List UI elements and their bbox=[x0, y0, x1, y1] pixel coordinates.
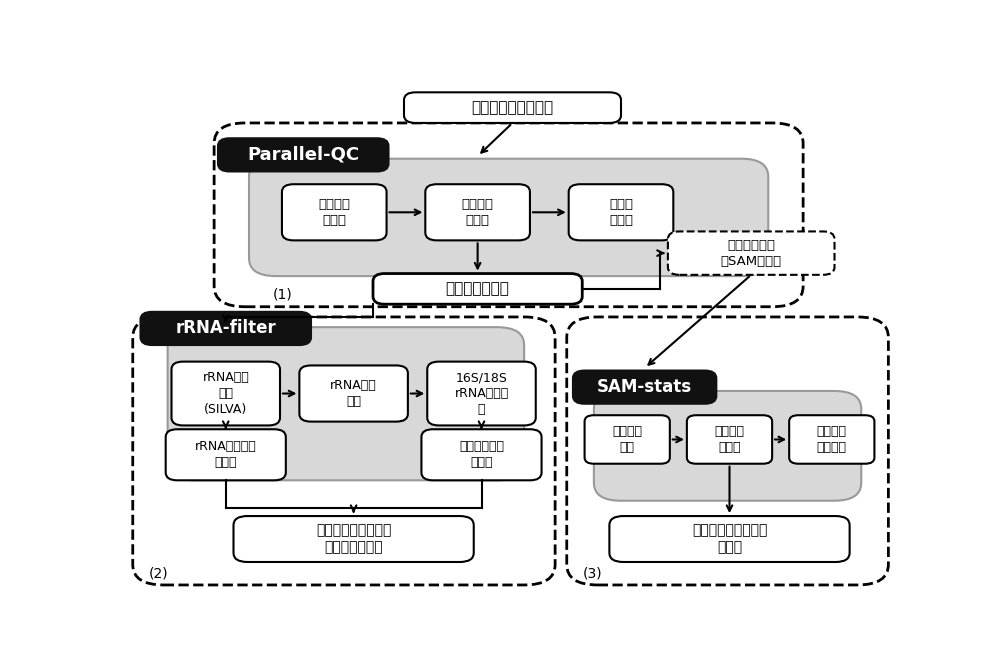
FancyBboxPatch shape bbox=[427, 361, 536, 426]
Text: 高测序质量数据: 高测序质量数据 bbox=[446, 281, 510, 296]
FancyBboxPatch shape bbox=[425, 184, 530, 241]
FancyBboxPatch shape bbox=[168, 327, 524, 480]
Text: 污染物种的定
性鉴定: 污染物种的定 性鉴定 bbox=[459, 440, 504, 469]
Text: rRNA污染序列
的统计: rRNA污染序列 的统计 bbox=[195, 440, 257, 469]
FancyBboxPatch shape bbox=[140, 312, 311, 345]
FancyBboxPatch shape bbox=[234, 516, 474, 562]
FancyBboxPatch shape bbox=[573, 371, 716, 404]
FancyBboxPatch shape bbox=[172, 361, 280, 426]
Text: 低质量序
列过滤: 低质量序 列过滤 bbox=[462, 198, 494, 227]
Text: (2): (2) bbox=[148, 567, 168, 581]
FancyBboxPatch shape bbox=[789, 415, 874, 463]
FancyBboxPatch shape bbox=[133, 317, 555, 585]
Text: 序列覆盖
度信息: 序列覆盖 度信息 bbox=[714, 425, 744, 454]
Text: (1): (1) bbox=[272, 288, 292, 302]
Text: SAM-stats: SAM-stats bbox=[597, 378, 692, 396]
Text: 16S/18S
rRNA序列鉴
定: 16S/18S rRNA序列鉴 定 bbox=[454, 371, 509, 416]
Text: rRNA-filter: rRNA-filter bbox=[175, 320, 276, 337]
FancyBboxPatch shape bbox=[218, 139, 388, 172]
FancyBboxPatch shape bbox=[404, 92, 621, 123]
FancyBboxPatch shape bbox=[373, 274, 582, 304]
FancyBboxPatch shape bbox=[567, 317, 888, 585]
Text: 接头序
列去除: 接头序 列去除 bbox=[609, 198, 633, 227]
FancyBboxPatch shape bbox=[214, 123, 803, 307]
FancyBboxPatch shape bbox=[282, 184, 387, 241]
FancyBboxPatch shape bbox=[299, 365, 408, 422]
Text: (3): (3) bbox=[582, 567, 602, 581]
Text: rRNA序列
预测
(SILVA): rRNA序列 预测 (SILVA) bbox=[202, 371, 249, 416]
FancyBboxPatch shape bbox=[569, 184, 673, 241]
FancyBboxPatch shape bbox=[687, 415, 772, 463]
FancyBboxPatch shape bbox=[609, 516, 850, 562]
FancyBboxPatch shape bbox=[585, 415, 670, 463]
Text: 转录组测序原始数据: 转录组测序原始数据 bbox=[471, 100, 554, 115]
FancyBboxPatch shape bbox=[249, 158, 768, 276]
FancyBboxPatch shape bbox=[594, 391, 861, 501]
Text: Parallel-QC: Parallel-QC bbox=[247, 146, 359, 164]
Text: 序列比对结果
（SAM格式）: 序列比对结果 （SAM格式） bbox=[721, 239, 782, 268]
Text: 序列比对结果的统计
和评价: 序列比对结果的统计 和评价 bbox=[692, 523, 767, 555]
Text: rRNA序列
去除: rRNA序列 去除 bbox=[330, 379, 377, 408]
FancyBboxPatch shape bbox=[166, 429, 286, 480]
FancyBboxPatch shape bbox=[421, 429, 542, 480]
Text: 双端序列
比对信息: 双端序列 比对信息 bbox=[817, 425, 847, 454]
Text: 比对序列
数目: 比对序列 数目 bbox=[612, 425, 642, 454]
Text: 低质量碱
基删除: 低质量碱 基删除 bbox=[318, 198, 350, 227]
FancyBboxPatch shape bbox=[668, 231, 835, 275]
Text: 去除低质量和污染序
列的过滤后数据: 去除低质量和污染序 列的过滤后数据 bbox=[316, 523, 391, 555]
